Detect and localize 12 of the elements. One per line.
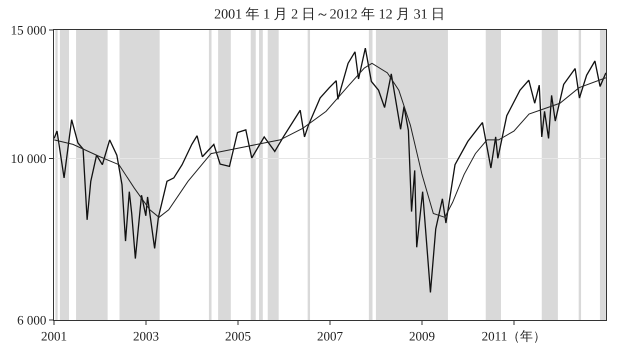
x-tick-label: 2005 [225,328,251,344]
y-tick-label: 6 000 [17,312,46,328]
x-tick-label: 2011（年） [482,328,546,344]
y-tick-label: 10 000 [10,150,46,166]
x-tick-label: 2009 [409,328,435,344]
y-tick-label: 15 000 [10,22,46,38]
x-tick-label: 2003 [132,328,159,344]
x-tick-label: 2001 [41,328,67,344]
x-tick-label: 2007 [316,328,344,344]
chart-title: 2001 年 1 月 2 日～2012 年 12 月 31 日 [214,6,446,22]
line-series [54,47,606,294]
line-series [54,62,606,218]
